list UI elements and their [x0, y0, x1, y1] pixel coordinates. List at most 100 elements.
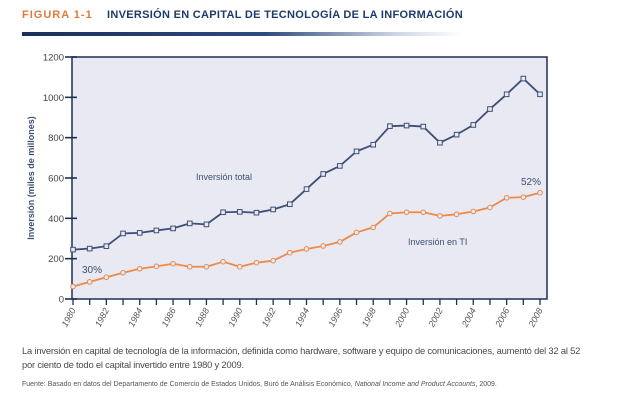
x-tick-label: 2002: [426, 306, 445, 329]
data-point: [453, 131, 460, 138]
data-point: [320, 171, 326, 177]
data-point: [287, 249, 293, 256]
annotation-30-percent: 30%: [82, 265, 102, 276]
series-total: [70, 75, 543, 253]
y-axis: 0 200 400 600 800 1000 1200: [43, 53, 77, 306]
x-tick-label: 1992: [260, 306, 278, 328]
data-point: [136, 230, 143, 236]
data-point: [270, 206, 276, 213]
data-point: [420, 209, 427, 216]
data-point: [170, 260, 176, 267]
data-point: [153, 227, 160, 234]
y-tick-label: 600: [48, 174, 64, 185]
y-tick-label: 400: [48, 214, 64, 225]
data-point: [103, 243, 110, 249]
figure-title: INVERSIÓN EN CAPITAL DE TECNOLOGÍA DE LA…: [107, 9, 463, 21]
x-tick-label: 1986: [160, 306, 178, 328]
data-point: [86, 279, 93, 285]
data-point: [403, 122, 410, 129]
data-point: [453, 211, 460, 218]
data-point: [136, 265, 143, 272]
x-axis: 1980 1982 1984 1986 1988 1990 1992 1994 1996 1998…: [60, 299, 545, 330]
data-point: [120, 230, 126, 237]
data-point: [420, 123, 427, 130]
data-point: [103, 274, 110, 281]
y-axis-label: Inversión (miles de millones): [26, 116, 36, 240]
data-point: [320, 243, 326, 249]
data-point: [86, 245, 93, 252]
data-point: [387, 123, 393, 129]
data-point: [337, 163, 343, 169]
data-point: [470, 122, 477, 128]
figure-source: Fuente: Basado en datos del Departamento…: [22, 380, 582, 390]
data-point: [203, 221, 210, 228]
data-point: [153, 263, 160, 270]
data-point: [236, 209, 243, 215]
data-point: [303, 246, 310, 252]
data-point: [186, 220, 193, 227]
plot-area: [71, 56, 548, 300]
data-point: [170, 225, 176, 232]
data-point: [403, 209, 410, 216]
source-publication: National Income and Product Accounts: [354, 381, 476, 388]
data-point: [70, 246, 76, 253]
data-point: [253, 209, 260, 216]
series-it: [70, 189, 543, 290]
data-point: [120, 269, 126, 276]
data-point: [303, 186, 310, 192]
data-point: [220, 209, 226, 216]
y-tick-label: 1000: [43, 93, 64, 104]
annotation-total-label: Inversión total: [196, 172, 252, 182]
source-suffix: , 2009.: [475, 381, 497, 388]
data-point: [270, 257, 276, 264]
data-point: [537, 189, 543, 196]
source-prefix: Fuente:: [22, 381, 48, 388]
x-tick-label: 1988: [193, 306, 211, 328]
data-point: [437, 213, 443, 219]
x-tick-label: 2004: [459, 306, 478, 329]
x-tick-label: 2006: [493, 306, 512, 329]
y-tick-label: 200: [48, 254, 64, 265]
x-tick-label: 1994: [293, 306, 311, 328]
data-point: [387, 210, 393, 217]
data-point: [337, 239, 343, 245]
data-point: [186, 263, 193, 270]
x-tick-label: 1982: [93, 306, 111, 328]
data-point: [503, 194, 510, 201]
source-text: Basado en datos del Departamento de Come…: [47, 381, 355, 388]
x-tick-label: 1990: [226, 306, 244, 328]
data-point: [487, 204, 493, 211]
data-point: [437, 139, 443, 146]
data-point: [487, 106, 493, 112]
data-point: [70, 283, 76, 290]
annotation-it-label: Inversión en TI: [408, 237, 467, 247]
data-point: [253, 259, 260, 266]
data-point: [520, 194, 527, 200]
data-point: [203, 263, 210, 270]
data-point: [503, 91, 510, 98]
x-tick-label: 1980: [60, 306, 78, 328]
y-tick-label: 1200: [43, 53, 64, 64]
data-point: [537, 91, 543, 98]
x-tick-label: 2008: [526, 306, 545, 329]
title-underline: [22, 32, 462, 36]
figure-caption: La inversión en capital de tecnología de…: [22, 345, 581, 370]
annotation-52-percent: 52%: [521, 177, 541, 188]
data-point: [520, 75, 527, 82]
x-tick-label: 1998: [360, 306, 378, 328]
data-point: [236, 263, 243, 270]
data-point: [370, 141, 377, 148]
x-tick-label: 2000: [393, 306, 412, 329]
data-point: [220, 258, 226, 265]
x-tick-label: 1984: [126, 306, 144, 328]
y-tick-label: 800: [48, 133, 64, 144]
data-point: [353, 148, 360, 155]
y-tick-label: 0: [59, 295, 64, 306]
data-point: [287, 201, 293, 208]
figure-label: FIGURA 1-1: [22, 9, 93, 21]
data-point: [470, 208, 477, 215]
data-point: [353, 229, 360, 236]
data-point: [370, 224, 377, 231]
x-tick-label: 1996: [326, 306, 344, 328]
